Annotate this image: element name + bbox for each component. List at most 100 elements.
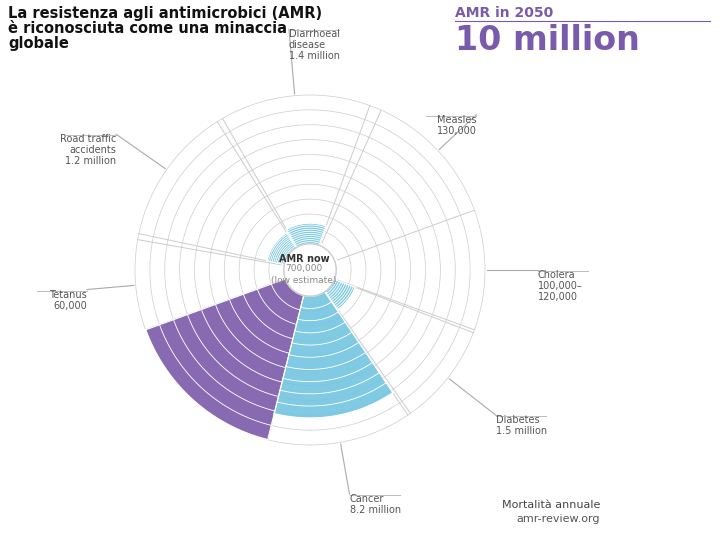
Polygon shape xyxy=(230,294,293,353)
Text: Road traffic: Road traffic xyxy=(60,134,117,145)
Polygon shape xyxy=(279,243,294,264)
Polygon shape xyxy=(336,261,337,279)
Polygon shape xyxy=(336,261,338,279)
Text: 100,000–: 100,000– xyxy=(538,281,582,291)
Polygon shape xyxy=(145,325,271,440)
Polygon shape xyxy=(289,227,325,235)
Polygon shape xyxy=(321,245,336,261)
Polygon shape xyxy=(301,292,331,308)
Text: Cholera: Cholera xyxy=(538,270,575,280)
Polygon shape xyxy=(274,239,292,262)
Polygon shape xyxy=(160,320,275,426)
Polygon shape xyxy=(243,289,297,339)
Polygon shape xyxy=(334,285,351,306)
Polygon shape xyxy=(284,265,285,279)
Polygon shape xyxy=(333,284,349,305)
Polygon shape xyxy=(321,244,336,260)
Polygon shape xyxy=(283,265,285,279)
Polygon shape xyxy=(328,281,341,297)
Polygon shape xyxy=(330,282,345,301)
Polygon shape xyxy=(335,261,336,279)
Polygon shape xyxy=(287,223,326,231)
Polygon shape xyxy=(284,266,285,279)
Polygon shape xyxy=(284,244,336,296)
Polygon shape xyxy=(336,286,354,308)
Polygon shape xyxy=(283,265,284,279)
Polygon shape xyxy=(283,265,284,279)
Text: 1.2 million: 1.2 million xyxy=(66,157,117,166)
Polygon shape xyxy=(270,235,289,262)
Polygon shape xyxy=(336,260,338,280)
Polygon shape xyxy=(331,284,347,302)
Polygon shape xyxy=(329,282,343,299)
Polygon shape xyxy=(321,245,336,261)
Polygon shape xyxy=(257,284,300,325)
Text: Tetanus: Tetanus xyxy=(49,289,87,300)
Polygon shape xyxy=(286,342,366,369)
Polygon shape xyxy=(280,362,379,394)
Text: 1.4 million: 1.4 million xyxy=(289,51,340,62)
Text: 10 million: 10 million xyxy=(455,24,640,57)
Polygon shape xyxy=(284,266,285,279)
Polygon shape xyxy=(283,353,372,382)
Polygon shape xyxy=(276,240,292,263)
Polygon shape xyxy=(321,246,336,261)
Text: Cancer: Cancer xyxy=(349,494,384,504)
Polygon shape xyxy=(335,261,336,279)
Text: 8.2 million: 8.2 million xyxy=(349,505,400,515)
Polygon shape xyxy=(277,242,293,264)
Polygon shape xyxy=(215,299,289,368)
Polygon shape xyxy=(271,279,304,310)
Polygon shape xyxy=(336,261,337,279)
Polygon shape xyxy=(321,245,336,260)
Polygon shape xyxy=(298,302,338,321)
Polygon shape xyxy=(321,245,336,261)
Text: AMR in 2050: AMR in 2050 xyxy=(455,6,553,20)
Text: 130,000: 130,000 xyxy=(436,126,477,136)
Text: 120,000: 120,000 xyxy=(538,292,577,302)
Polygon shape xyxy=(269,234,289,261)
Polygon shape xyxy=(336,287,356,310)
Polygon shape xyxy=(272,237,290,262)
Polygon shape xyxy=(284,265,285,279)
Text: 700,000
(low estimate): 700,000 (low estimate) xyxy=(271,264,337,286)
Text: Measles: Measles xyxy=(437,115,477,125)
Text: è riconosciuta come una minaccia: è riconosciuta come una minaccia xyxy=(8,21,287,36)
Polygon shape xyxy=(326,280,338,295)
Polygon shape xyxy=(292,322,352,345)
Polygon shape xyxy=(320,246,335,261)
Polygon shape xyxy=(320,246,335,261)
Text: accidents: accidents xyxy=(70,145,117,156)
Polygon shape xyxy=(277,373,386,406)
Polygon shape xyxy=(289,229,324,237)
Polygon shape xyxy=(296,242,320,247)
Polygon shape xyxy=(294,240,320,246)
Text: Diabetes: Diabetes xyxy=(496,415,540,426)
Polygon shape xyxy=(325,279,336,293)
Polygon shape xyxy=(292,233,323,240)
Polygon shape xyxy=(335,261,337,279)
Polygon shape xyxy=(283,265,285,279)
Polygon shape xyxy=(291,231,323,238)
Polygon shape xyxy=(336,260,338,280)
Polygon shape xyxy=(274,383,393,418)
Polygon shape xyxy=(294,238,321,244)
Text: globale: globale xyxy=(8,36,69,51)
Polygon shape xyxy=(202,305,286,382)
Polygon shape xyxy=(267,233,287,261)
Text: amr-review.org: amr-review.org xyxy=(516,514,600,524)
Text: AMR now: AMR now xyxy=(279,254,329,264)
Polygon shape xyxy=(282,246,296,265)
Text: 60,000: 60,000 xyxy=(53,301,87,310)
Polygon shape xyxy=(281,245,295,264)
Polygon shape xyxy=(287,225,325,233)
Polygon shape xyxy=(336,261,338,279)
Polygon shape xyxy=(293,235,322,242)
Text: Diarrhoeal: Diarrhoeal xyxy=(289,29,340,39)
Text: La resistenza agli antimicrobici (AMR): La resistenza agli antimicrobici (AMR) xyxy=(8,6,322,21)
Text: 1.5 million: 1.5 million xyxy=(496,427,547,436)
Polygon shape xyxy=(289,332,359,357)
Text: Mortalità annuale: Mortalità annuale xyxy=(502,500,600,510)
Polygon shape xyxy=(187,309,282,396)
Polygon shape xyxy=(174,315,279,411)
